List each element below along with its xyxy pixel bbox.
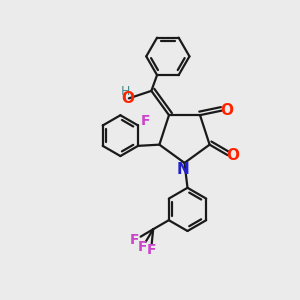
Text: F: F	[141, 114, 150, 128]
Text: O: O	[220, 103, 233, 118]
Text: N: N	[177, 162, 189, 177]
Text: O: O	[226, 148, 239, 163]
Text: O: O	[121, 91, 134, 106]
Text: F: F	[146, 243, 156, 257]
Text: H: H	[121, 85, 130, 98]
Text: F: F	[130, 233, 140, 247]
Text: F: F	[138, 241, 147, 254]
